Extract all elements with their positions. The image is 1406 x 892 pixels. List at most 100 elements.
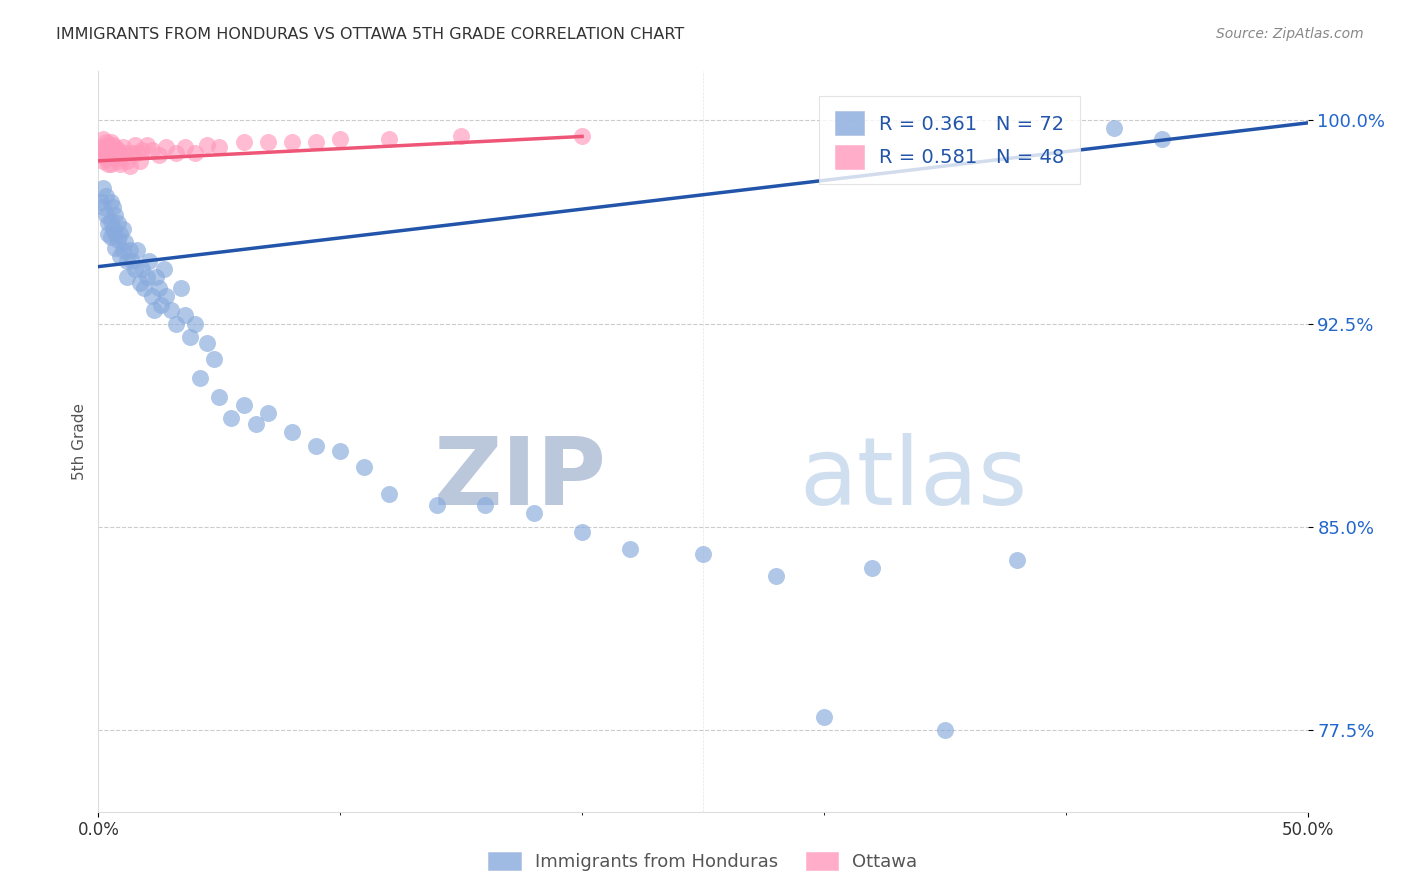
Point xyxy=(188,371,211,385)
Point xyxy=(94,189,117,203)
Point xyxy=(97,137,120,152)
Point xyxy=(619,541,641,556)
Point xyxy=(232,398,254,412)
Point xyxy=(860,560,883,574)
Point xyxy=(245,417,267,431)
Point xyxy=(281,135,304,149)
Point xyxy=(111,140,134,154)
Point xyxy=(100,229,122,244)
Point xyxy=(765,568,787,582)
Point xyxy=(377,487,399,501)
Point xyxy=(104,151,127,165)
Point xyxy=(208,140,231,154)
Point xyxy=(353,460,375,475)
Point xyxy=(813,710,835,724)
Point xyxy=(571,129,593,144)
Point xyxy=(118,159,141,173)
Point xyxy=(108,145,131,160)
Point xyxy=(107,153,129,168)
Point xyxy=(91,145,114,160)
Point xyxy=(329,132,352,146)
Point xyxy=(90,194,112,209)
Point xyxy=(523,507,546,521)
Point xyxy=(90,148,112,162)
Point xyxy=(208,390,231,404)
Text: atlas: atlas xyxy=(800,433,1028,524)
Point xyxy=(148,148,170,162)
Point xyxy=(107,143,129,157)
Point xyxy=(131,262,153,277)
Point xyxy=(450,129,472,144)
Point xyxy=(114,235,136,250)
Point xyxy=(169,281,191,295)
Point xyxy=(281,425,304,439)
Point xyxy=(131,143,153,157)
Point xyxy=(134,281,156,295)
Legend: R = 0.361   N = 72, R = 0.581   N = 48: R = 0.361 N = 72, R = 0.581 N = 48 xyxy=(820,95,1080,184)
Point xyxy=(111,221,134,235)
Point xyxy=(138,254,160,268)
Text: IMMIGRANTS FROM HONDURAS VS OTTAWA 5TH GRADE CORRELATION CHART: IMMIGRANTS FROM HONDURAS VS OTTAWA 5TH G… xyxy=(56,27,685,42)
Point xyxy=(97,145,120,160)
Point xyxy=(305,439,328,453)
Point xyxy=(94,143,117,157)
Point xyxy=(114,145,136,160)
Point xyxy=(118,244,141,258)
Point xyxy=(117,254,139,268)
Point xyxy=(195,335,218,350)
Point xyxy=(117,270,139,285)
Point xyxy=(127,244,149,258)
Point xyxy=(143,303,166,318)
Point xyxy=(256,406,278,420)
Point xyxy=(107,232,129,246)
Point xyxy=(195,137,218,152)
Point xyxy=(91,181,114,195)
Point xyxy=(108,227,131,241)
Point xyxy=(107,216,129,230)
Text: ZIP: ZIP xyxy=(433,433,606,524)
Point xyxy=(94,135,117,149)
Point xyxy=(121,145,143,160)
Point xyxy=(101,137,124,152)
Point xyxy=(101,221,124,235)
Point xyxy=(108,156,131,170)
Point xyxy=(128,276,150,290)
Point xyxy=(1102,121,1125,136)
Point xyxy=(150,297,173,311)
Point xyxy=(91,132,114,146)
Point xyxy=(204,351,226,366)
Point xyxy=(426,498,449,512)
Point xyxy=(135,270,157,285)
Point xyxy=(100,194,122,209)
Point xyxy=(305,135,328,149)
Point xyxy=(148,281,170,295)
Point xyxy=(165,317,187,331)
Point xyxy=(329,444,352,458)
Point xyxy=(377,132,399,146)
Point xyxy=(692,547,714,561)
Y-axis label: 5th Grade: 5th Grade xyxy=(72,403,87,480)
Point xyxy=(160,303,183,318)
Legend: Immigrants from Honduras, Ottawa: Immigrants from Honduras, Ottawa xyxy=(481,845,925,879)
Point xyxy=(165,145,187,160)
Point xyxy=(934,723,956,738)
Point xyxy=(221,411,243,425)
Point xyxy=(104,241,127,255)
Point xyxy=(1152,132,1174,146)
Point xyxy=(94,208,117,222)
Point xyxy=(155,289,177,303)
Point xyxy=(184,317,207,331)
Point xyxy=(97,156,120,170)
Point xyxy=(256,135,278,149)
Point xyxy=(101,148,124,162)
Point xyxy=(1007,552,1029,566)
Point xyxy=(101,200,124,214)
Point xyxy=(94,151,117,165)
Text: Source: ZipAtlas.com: Source: ZipAtlas.com xyxy=(1216,27,1364,41)
Point xyxy=(145,270,167,285)
Point xyxy=(184,145,207,160)
Point xyxy=(127,145,149,160)
Point xyxy=(117,153,139,168)
Point xyxy=(174,140,197,154)
Point xyxy=(141,143,163,157)
